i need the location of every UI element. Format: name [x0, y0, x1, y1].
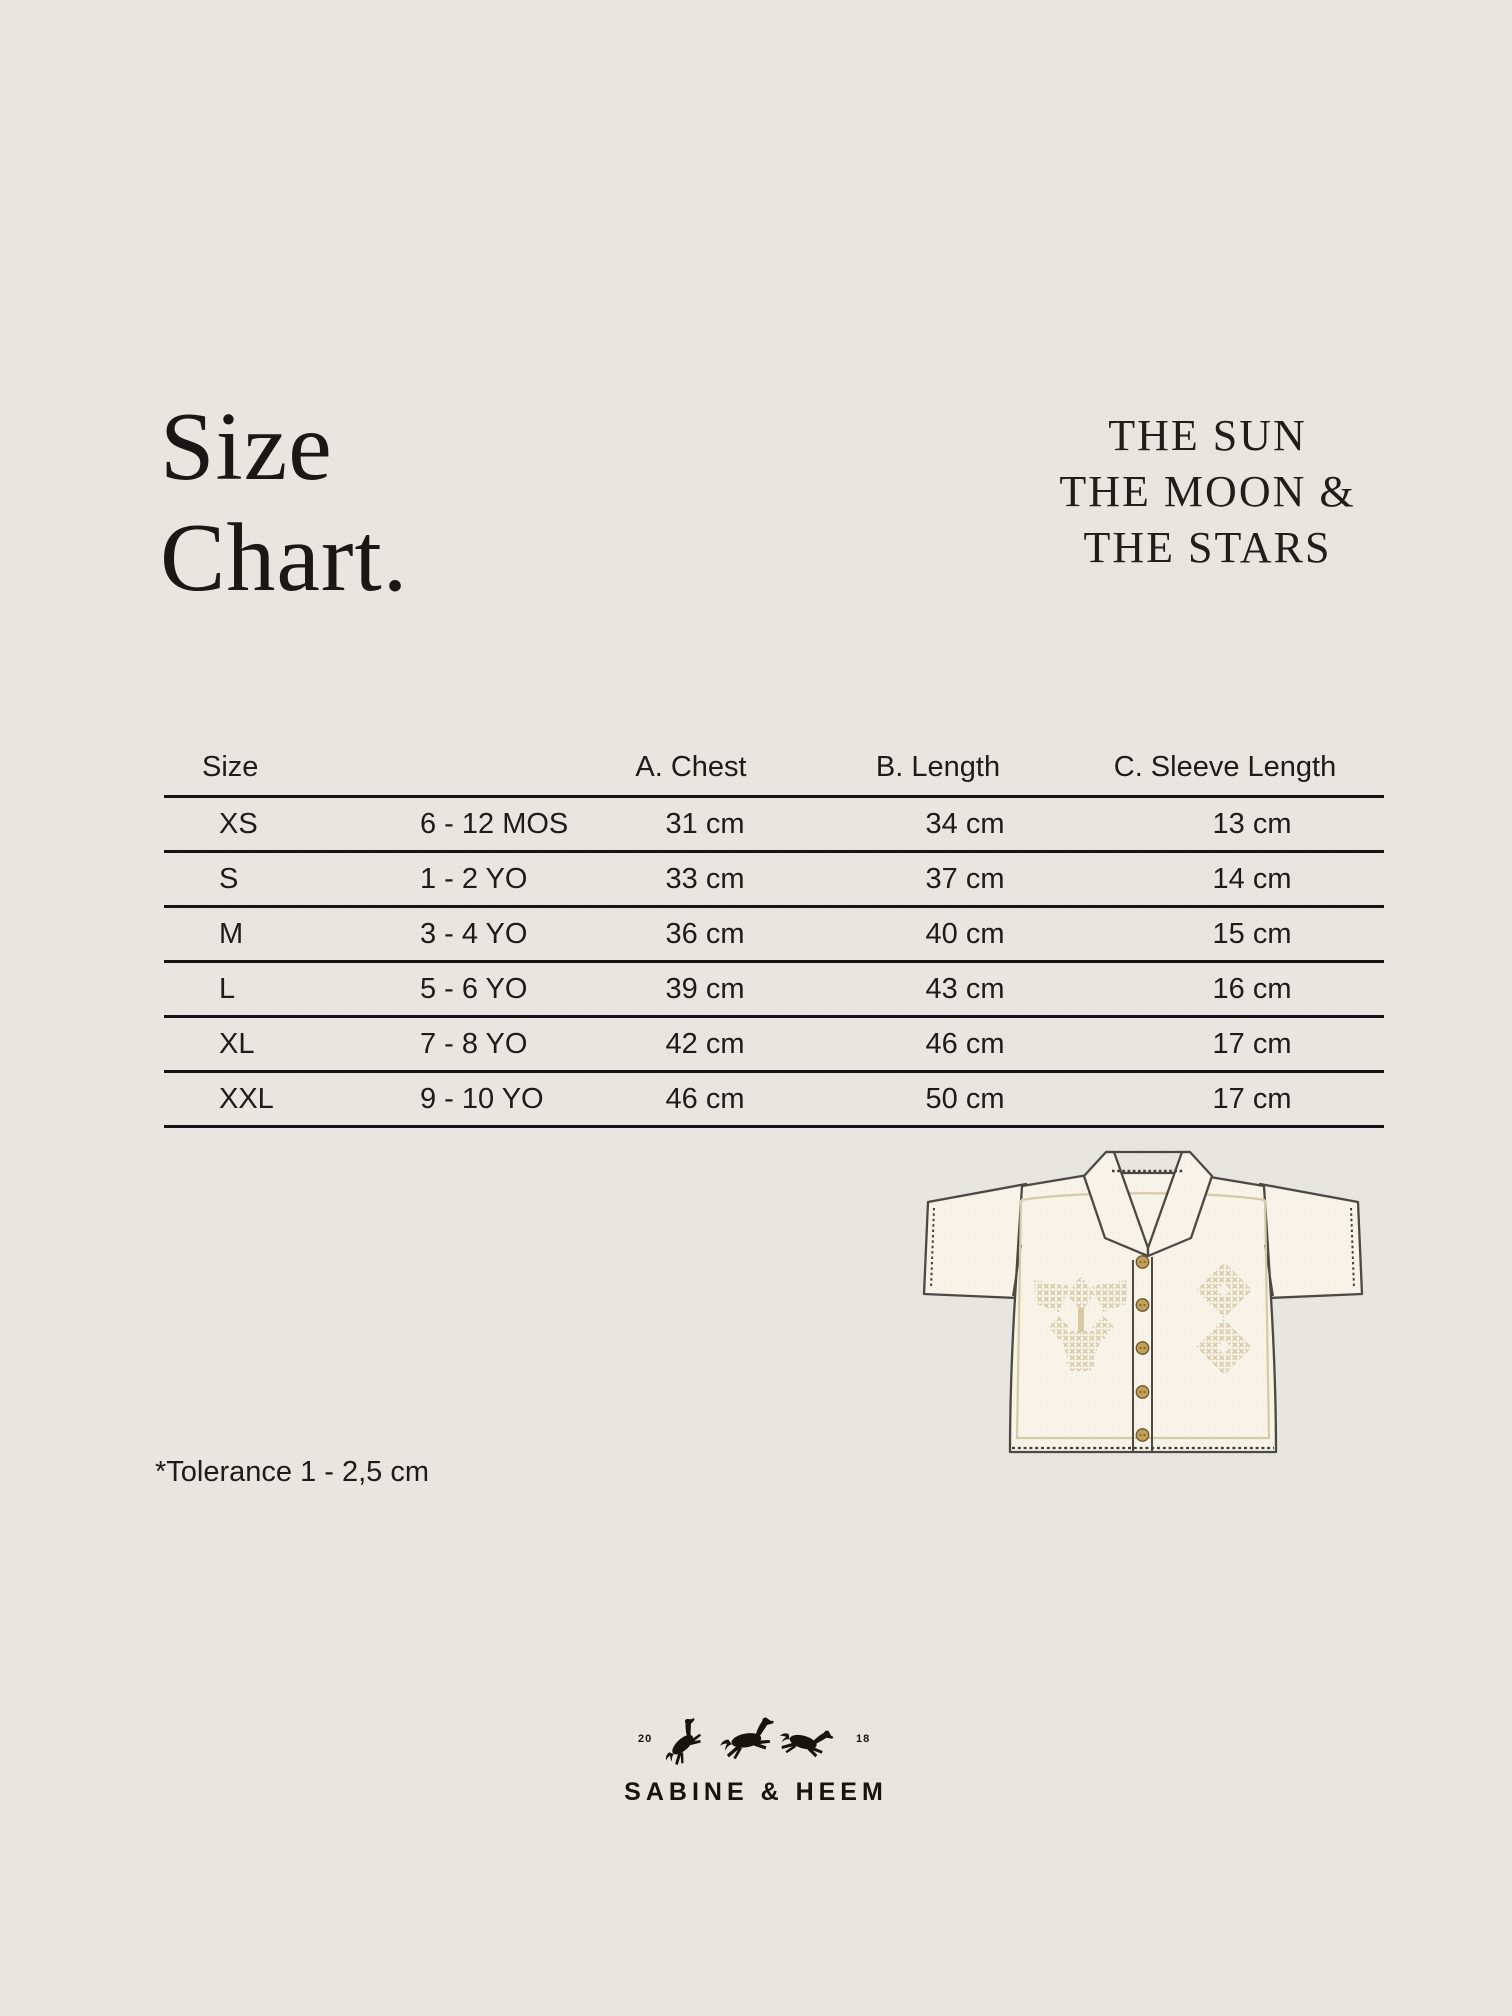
size-chart-table: Size A. Chest B. Length C. Sleeve Length… — [164, 740, 1384, 1128]
cell-chest: 33 cm — [665, 862, 745, 895]
cell-age: 6 - 12 MOS — [420, 807, 569, 840]
page-title: Size Chart. — [160, 392, 408, 614]
logo-year-right: 18 — [856, 1733, 870, 1745]
cell-size: XS — [219, 807, 258, 840]
shirt-stitch-dashes — [930, 1169, 1355, 1450]
cell-chest: 42 cm — [665, 1027, 745, 1060]
column-header-length: B. Length — [875, 751, 1001, 783]
embroidery-diamonds — [1196, 1262, 1252, 1375]
cell-length: 43 cm — [925, 972, 1005, 1005]
cell-chest: 36 cm — [665, 917, 745, 950]
embroidery-flower-vase — [1034, 1276, 1128, 1371]
collection-title: THE SUN THE MOON & THE STARS — [1015, 408, 1400, 576]
cell-sleeve-length: 13 cm — [1212, 807, 1292, 840]
table-row: XS 6 - 12 MOS 31 cm 34 cm 13 cm — [164, 798, 1384, 853]
collection-title-line2: THE MOON & — [1059, 467, 1356, 516]
cell-sleeve-length: 17 cm — [1212, 1027, 1292, 1060]
table-row: S 1 - 2 YO 33 cm 37 cm 14 cm — [164, 853, 1384, 908]
shirt-buttons — [1135, 1255, 1150, 1442]
cell-age: 3 - 4 YO — [420, 917, 528, 950]
cell-length: 40 cm — [925, 917, 1005, 950]
table-row: XXL 9 - 10 YO 46 cm 50 cm 17 cm — [164, 1073, 1384, 1128]
collection-title-line3: THE STARS — [1083, 523, 1332, 572]
cell-chest: 31 cm — [665, 807, 745, 840]
shirt-placket — [1132, 1257, 1153, 1452]
brand-logo: 20 18 SABINE & HEEM — [576, 1700, 936, 1807]
cell-age: 9 - 10 YO — [420, 1082, 544, 1115]
table-body: XS 6 - 12 MOS 31 cm 34 cm 13 cm S 1 - 2 … — [164, 798, 1384, 1128]
cell-size: M — [219, 917, 244, 950]
column-header-sleeve-length: C. Sleeve Length — [1113, 751, 1337, 783]
brand-name: SABINE & HEEM — [624, 1778, 888, 1806]
cell-chest: 46 cm — [665, 1082, 745, 1115]
page-title-line2: Chart. — [160, 504, 409, 612]
cell-age: 7 - 8 YO — [420, 1027, 528, 1060]
cell-sleeve-length: 14 cm — [1212, 862, 1292, 895]
shirt-body — [1008, 1171, 1278, 1454]
shirt-buttonholes — [1139, 1261, 1146, 1436]
cell-chest: 39 cm — [665, 972, 745, 1005]
cell-length: 37 cm — [925, 862, 1005, 895]
cell-age: 1 - 2 YO — [420, 862, 528, 895]
cell-length: 50 cm — [925, 1082, 1005, 1115]
cell-sleeve-length: 17 cm — [1212, 1082, 1292, 1115]
collection-title-line1: THE SUN — [1108, 411, 1307, 460]
table-row: XL 7 - 8 YO 42 cm 46 cm 17 cm — [164, 1018, 1384, 1073]
page-title-line1: Size — [160, 393, 333, 501]
cell-age: 5 - 6 YO — [420, 972, 528, 1005]
cell-length: 46 cm — [925, 1027, 1005, 1060]
cell-size: S — [219, 862, 239, 895]
cell-length: 34 cm — [925, 807, 1005, 840]
jumping-horses-icon: 20 18 — [638, 1714, 870, 1771]
tolerance-note: *Tolerance 1 - 2,5 cm — [155, 1456, 430, 1488]
cell-sleeve-length: 15 cm — [1212, 917, 1292, 950]
shirt-illustration — [922, 1150, 1364, 1454]
table-row: L 5 - 6 YO 39 cm 43 cm 16 cm — [164, 963, 1384, 1018]
column-header-size: Size — [202, 751, 259, 783]
cell-size: XL — [219, 1027, 255, 1060]
cell-size: XXL — [219, 1082, 274, 1115]
logo-year-left: 20 — [638, 1733, 652, 1745]
table-row: M 3 - 4 YO 36 cm 40 cm 15 cm — [164, 908, 1384, 963]
shirt-collar — [1082, 1150, 1214, 1258]
table-header-row: Size A. Chest B. Length C. Sleeve Length — [164, 740, 1384, 798]
cell-sleeve-length: 16 cm — [1212, 972, 1292, 1005]
column-header-chest: A. Chest — [635, 751, 747, 783]
cell-size: L — [219, 972, 236, 1005]
